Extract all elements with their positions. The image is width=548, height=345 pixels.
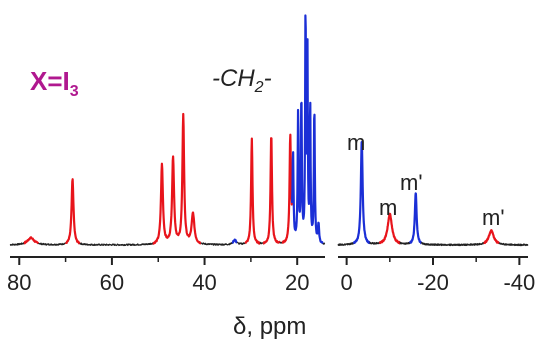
spectrum-trace-blue <box>231 238 239 244</box>
spectrum-trace-red <box>262 137 281 245</box>
spectrum-trace-baseline <box>200 241 234 246</box>
right-spectrum <box>337 140 529 247</box>
ch2-label: -CH2- <box>212 65 272 96</box>
spectrum-trace-red <box>378 212 402 245</box>
spectrum-trace-red <box>244 137 261 245</box>
spectrum-trace-baseline <box>420 242 485 247</box>
spectrum-trace-blue <box>291 14 324 245</box>
x-tick-label: 60 <box>100 270 124 295</box>
right-ticks: 0 -20 -40 <box>341 257 535 295</box>
spectrum-trace-red <box>23 236 40 245</box>
x-tick-label: 20 <box>285 270 309 295</box>
spectrum-trace-blue <box>409 192 423 245</box>
spectrum-trace-baseline <box>498 242 529 247</box>
spectrum-trace-baseline <box>369 241 381 245</box>
spectrum-trace-baseline <box>337 242 355 246</box>
spectrum-trace-baseline <box>79 242 154 247</box>
peak-label-mprime-blue: m' <box>400 170 423 195</box>
x-tick-label: 40 <box>192 270 216 295</box>
spectrum-trace-baseline <box>236 241 246 245</box>
spectrum-trace-baseline <box>9 242 25 246</box>
compound-label: X=I3 <box>30 66 79 100</box>
peak-label-m-red: m <box>379 195 397 220</box>
left-ticks: 80 60 40 20 <box>7 257 309 295</box>
spectrum-trace-red <box>281 133 294 244</box>
spectrum-trace-red <box>482 229 501 245</box>
spectrum-trace-red <box>152 112 202 245</box>
left-panel: 80 60 40 20 X=I3 -CH2- <box>7 14 326 295</box>
x-tick-label: -20 <box>417 270 449 295</box>
spectrum-trace-baseline <box>37 242 67 246</box>
spectrum-trace-blue <box>352 140 371 245</box>
x-tick-label: 0 <box>341 270 353 295</box>
x-axis-title: δ, ppm <box>233 313 306 340</box>
spectrum-trace-baseline <box>322 242 326 245</box>
x-tick-label: 80 <box>7 270 31 295</box>
spectrum-trace-baseline <box>399 241 411 245</box>
right-panel: 0 -20 -40 m m m' m' <box>337 130 535 295</box>
spectrum-trace-red <box>64 178 81 245</box>
peak-label-mprime-red: m' <box>482 205 505 230</box>
x-tick-label: -40 <box>503 270 535 295</box>
peak-label-m-blue: m <box>347 130 365 155</box>
left-spectrum <box>9 14 326 247</box>
